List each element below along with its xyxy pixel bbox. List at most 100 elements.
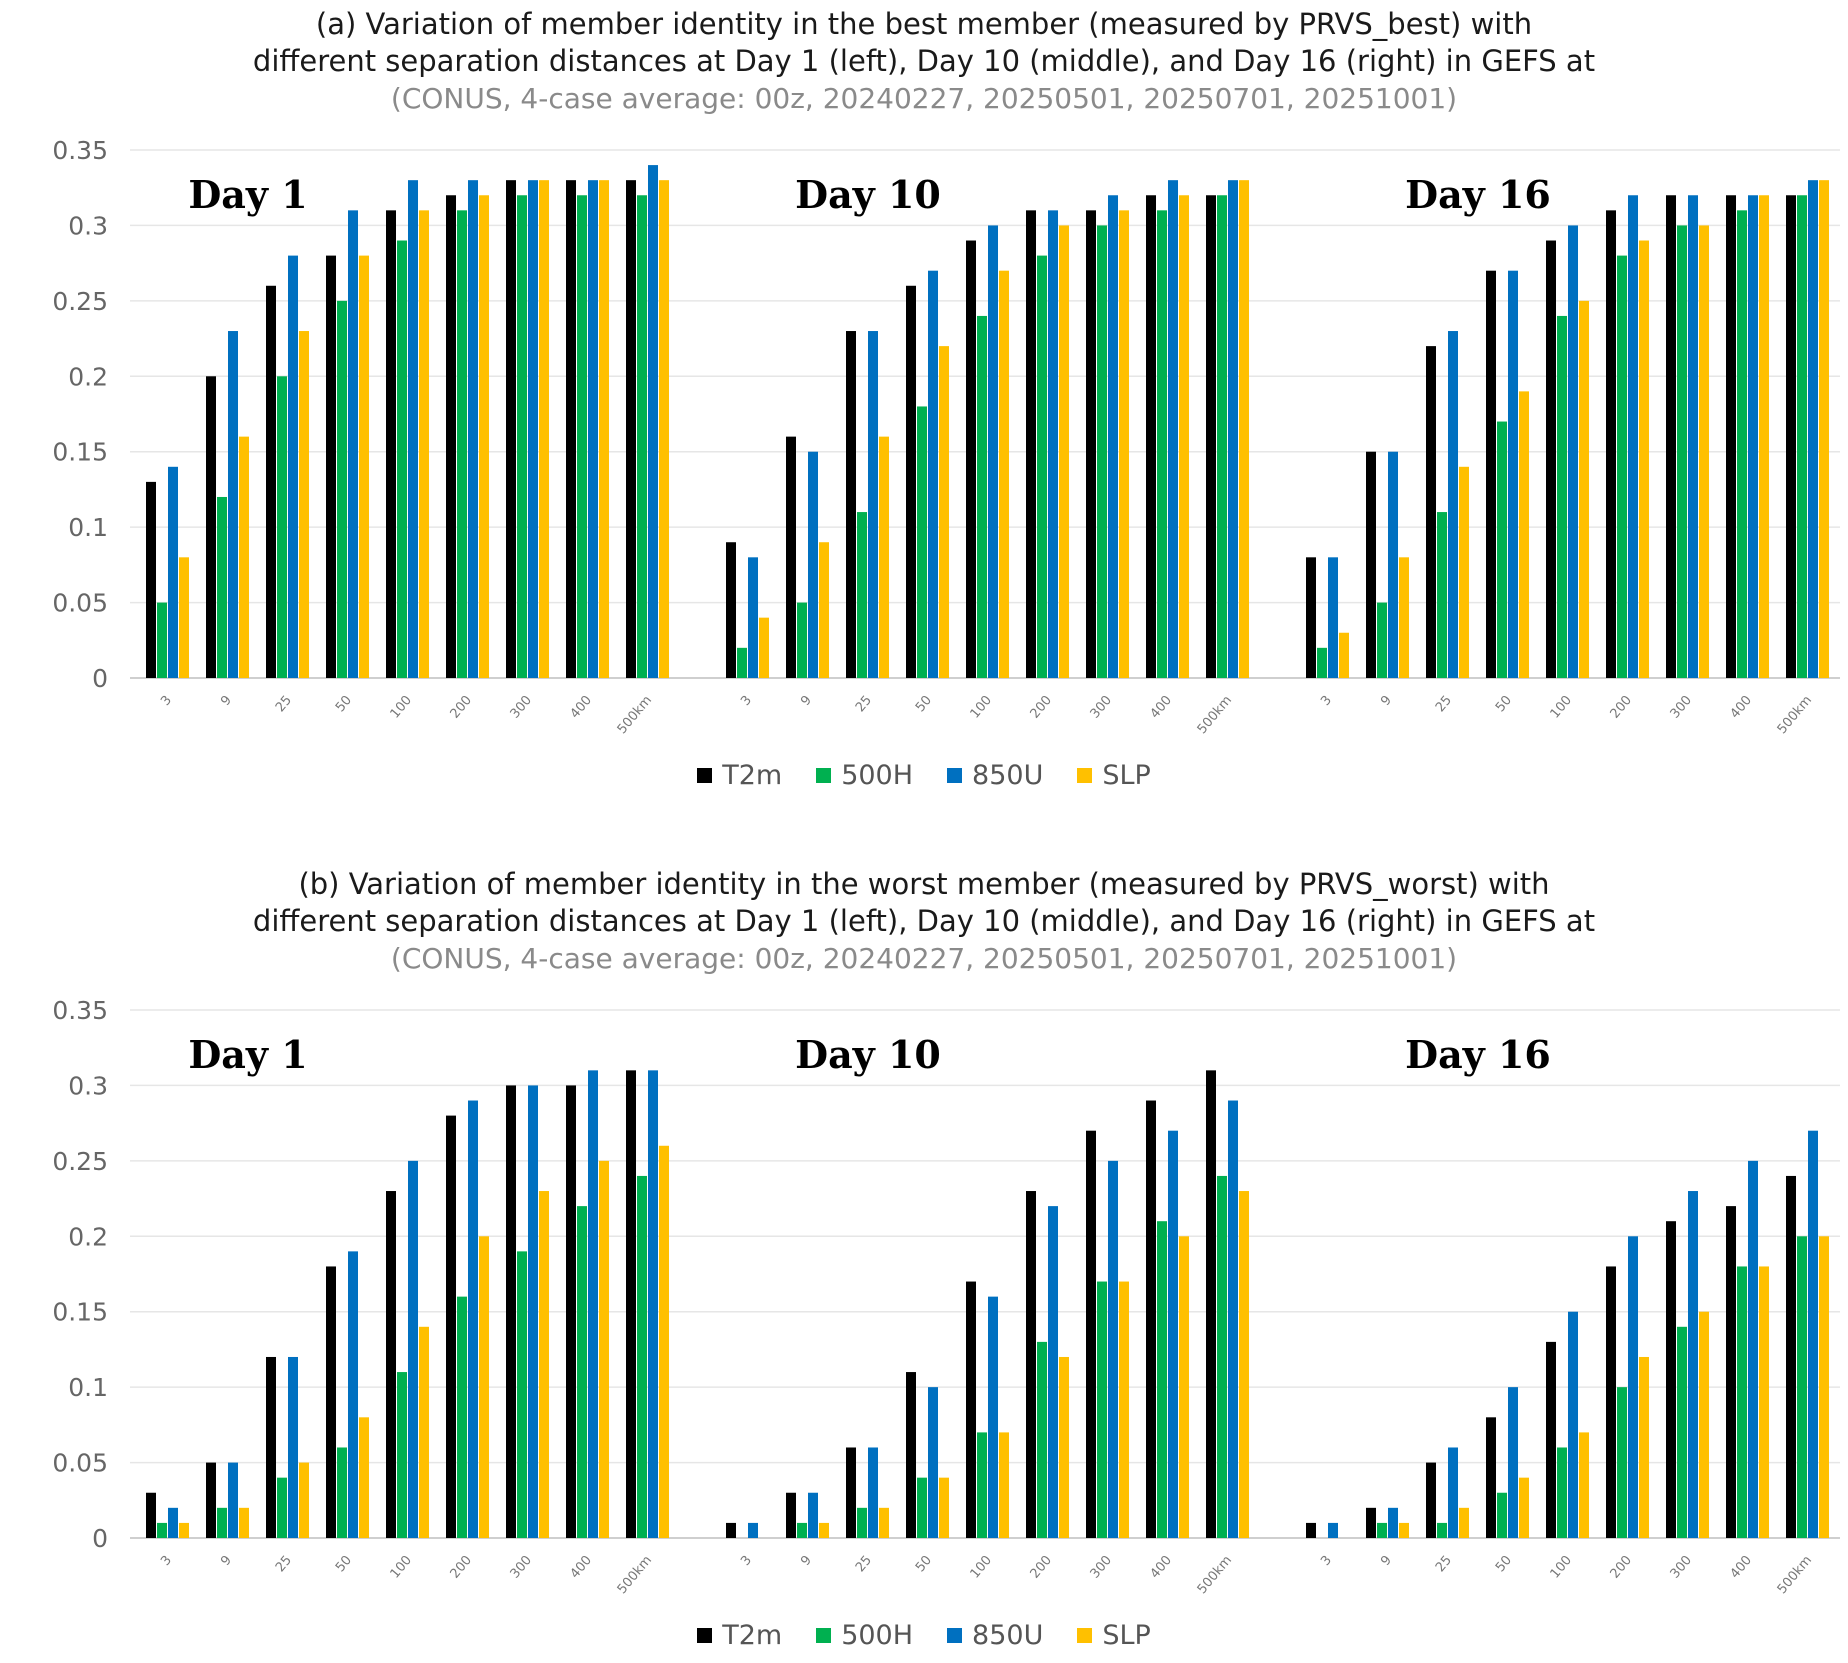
bar-500h: [1217, 1175, 1227, 1538]
day-label: Day 10: [795, 1032, 941, 1077]
bar-slp: [1119, 1281, 1129, 1538]
x-tick-label: 100: [388, 693, 415, 722]
bar-slp: [479, 1236, 489, 1538]
bar-850u: [928, 1387, 938, 1538]
x-tick-label: 400: [1728, 1553, 1755, 1582]
y-tick-label: 0.05: [52, 589, 108, 618]
bar-t2m: [1026, 210, 1036, 679]
legend-label-500h: 500H: [841, 760, 914, 791]
bar-500h: [1797, 195, 1807, 678]
bar-850u: [1748, 195, 1758, 678]
x-tick-label: 200: [1608, 1553, 1635, 1582]
bar-500h: [1377, 1522, 1387, 1538]
bar-t2m: [1726, 195, 1736, 678]
bar-850u: [988, 1296, 998, 1538]
bar-850u: [348, 1251, 358, 1538]
bar-t2m: [386, 1191, 396, 1538]
x-tick-label: 25: [1433, 1553, 1455, 1575]
bar-slp: [1819, 180, 1829, 678]
bar-t2m: [1146, 1100, 1156, 1538]
bar-slp: [1699, 225, 1709, 678]
bar-500h: [337, 300, 347, 678]
y-tick-label: 0: [92, 664, 108, 693]
x-tick-label: 400: [1148, 1553, 1175, 1582]
bar-t2m: [726, 542, 736, 678]
bar-slp: [419, 1326, 429, 1538]
x-tick-label: 3: [1318, 1553, 1335, 1569]
bar-850u: [468, 180, 478, 678]
bar-t2m: [906, 1372, 916, 1538]
day-label: Day 1: [188, 172, 307, 217]
bar-850u: [1448, 331, 1458, 678]
bar-slp: [939, 346, 949, 678]
x-tick-label: 3: [738, 1553, 755, 1569]
x-tick-label: 200: [448, 1553, 475, 1582]
legend-item-slp: SLP: [1077, 760, 1151, 791]
bar-slp: [1119, 210, 1129, 679]
bar-500h: [457, 1296, 467, 1538]
x-tick-label: 200: [1608, 693, 1635, 722]
bar-500h: [277, 1477, 287, 1538]
bar-500h: [157, 602, 167, 678]
x-tick-label: 9: [218, 1553, 235, 1569]
bar-slp: [1399, 1522, 1409, 1538]
bar-850u: [1508, 1387, 1518, 1538]
bar-850u: [648, 165, 658, 679]
bar-t2m: [566, 1085, 576, 1538]
x-tick-label: 400: [568, 1553, 595, 1582]
legend-swatch-500h: [816, 1628, 832, 1643]
bar-t2m: [1206, 1070, 1216, 1538]
bar-850u: [288, 255, 298, 678]
legend-item-slp: SLP: [1077, 1620, 1151, 1651]
legend-swatch-500h: [816, 768, 832, 783]
panel-b-title-line3: (CONUS, 4-case average: 00z, 20240227, 2…: [390, 942, 1458, 975]
bar-500h: [517, 1251, 527, 1538]
bar-500h: [397, 1372, 407, 1538]
x-tick-label: 400: [568, 693, 595, 722]
x-tick-label: 9: [1378, 1553, 1395, 1569]
bar-500h: [1097, 1281, 1107, 1538]
legend-label-t2m: T2m: [722, 1620, 783, 1651]
y-tick-label: 0.15: [52, 1298, 108, 1327]
bar-850u: [748, 1522, 758, 1538]
legend-label-500h: 500H: [841, 1620, 914, 1651]
bar-500h: [1617, 255, 1627, 678]
bar-t2m: [506, 1085, 516, 1538]
bar-500h: [1437, 512, 1447, 678]
y-tick-label: 0.25: [52, 1147, 108, 1176]
bar-t2m: [326, 255, 336, 678]
panel-b-title-line2: different separation distances at Day 1 …: [252, 904, 1596, 938]
bar-slp: [999, 270, 1009, 678]
bar-500h: [917, 406, 927, 678]
x-tick-label: 3: [158, 1553, 175, 1569]
x-tick-label: 300: [1088, 693, 1115, 722]
bar-850u: [1328, 557, 1338, 678]
x-tick-label: 9: [798, 1553, 815, 1569]
x-tick-label: 300: [508, 1553, 535, 1582]
bar-t2m: [1606, 1266, 1616, 1538]
bar-850u: [528, 1085, 538, 1538]
bar-850u: [1628, 195, 1638, 678]
bar-slp: [1179, 195, 1189, 678]
x-tick-label: 500km: [1195, 1553, 1235, 1597]
y-tick-label: 0.2: [68, 1222, 108, 1251]
bar-slp: [599, 1160, 609, 1538]
legend-label-850u: 850U: [972, 760, 1044, 791]
x-tick-label: 500km: [615, 1553, 655, 1597]
bar-850u: [1748, 1160, 1758, 1538]
bar-slp: [299, 331, 309, 678]
legend-item-850u: 850U: [947, 1620, 1043, 1651]
bar-500h: [1497, 1492, 1507, 1538]
x-tick-label: 400: [1728, 693, 1755, 722]
bar-500h: [1037, 255, 1047, 678]
bar-t2m: [966, 240, 976, 678]
bar-slp: [1179, 1236, 1189, 1538]
bar-850u: [868, 331, 878, 678]
x-tick-label: 25: [853, 1553, 875, 1575]
bar-t2m: [386, 210, 396, 679]
bar-slp: [1519, 391, 1529, 678]
bar-850u: [468, 1100, 478, 1538]
bar-500h: [1157, 1221, 1167, 1538]
bar-slp: [299, 1462, 309, 1538]
bar-t2m: [1426, 346, 1436, 678]
